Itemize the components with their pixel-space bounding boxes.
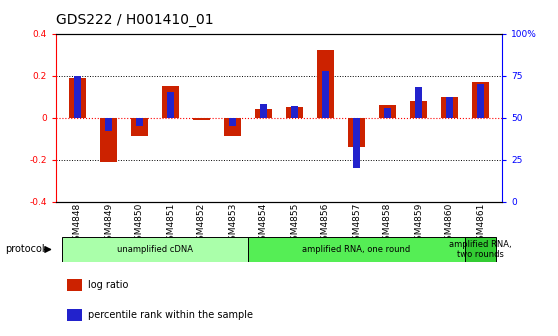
Bar — [105, 118, 112, 131]
Bar — [410, 101, 427, 118]
Bar — [353, 118, 360, 168]
Bar — [477, 84, 484, 118]
Bar — [383, 108, 391, 118]
Bar — [255, 109, 272, 118]
Bar — [441, 97, 458, 118]
Bar — [74, 76, 81, 118]
Text: GDS222 / H001410_01: GDS222 / H001410_01 — [56, 13, 213, 27]
Text: unamplified cDNA: unamplified cDNA — [117, 245, 193, 254]
Text: amplified RNA,
two rounds: amplified RNA, two rounds — [449, 240, 512, 259]
Bar — [415, 87, 422, 118]
Bar — [472, 82, 489, 118]
Text: log ratio: log ratio — [88, 280, 128, 290]
Bar — [291, 106, 299, 118]
Text: percentile rank within the sample: percentile rank within the sample — [88, 310, 253, 320]
Bar — [348, 118, 365, 147]
Bar — [193, 118, 210, 120]
Bar — [100, 118, 117, 162]
Text: protocol: protocol — [6, 244, 45, 254]
Bar — [229, 118, 237, 126]
Bar — [167, 92, 174, 118]
Bar — [286, 107, 303, 118]
Bar — [62, 237, 248, 262]
Bar — [446, 97, 453, 118]
Bar — [69, 78, 86, 118]
Bar — [379, 105, 396, 118]
Bar — [248, 237, 465, 262]
Bar — [131, 118, 148, 136]
Bar — [224, 118, 241, 136]
Text: amplified RNA, one round: amplified RNA, one round — [302, 245, 411, 254]
Bar — [321, 71, 329, 118]
Bar — [465, 237, 496, 262]
Bar — [136, 118, 143, 126]
Bar — [162, 86, 179, 118]
Bar — [317, 50, 334, 118]
Bar — [259, 104, 267, 118]
